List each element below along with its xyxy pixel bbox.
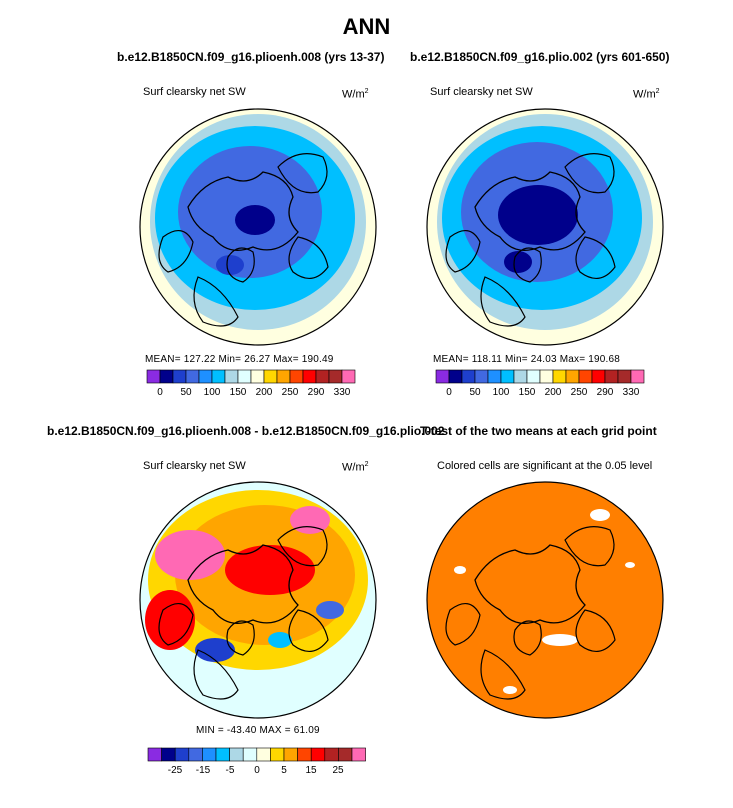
colorbar-cell (448, 369, 463, 384)
colorbar-cell (539, 369, 554, 384)
colorbar-tick: 5 (281, 765, 287, 776)
colorbar-tick: 290 (596, 387, 614, 398)
colorbar-tick: -5 (225, 765, 235, 776)
colorbar-cell (487, 369, 502, 384)
colorbar-tick: 0 (254, 765, 260, 776)
colorbar-cell (565, 369, 580, 384)
colorbar-tick: -15 (195, 765, 211, 776)
colorbar-cell (435, 369, 450, 384)
colorbar-tick: 250 (281, 387, 299, 398)
colorbar-cell (161, 747, 176, 762)
panel1-units: W/m2 (342, 88, 369, 101)
colorbar-tick: 50 (180, 387, 192, 398)
page-title: ANN (342, 14, 391, 39)
panel2-title: b.e12.B1850CN.f09_g16.plio.002 (yrs 601-… (410, 50, 670, 64)
colorbar-cell (283, 747, 298, 762)
colorbar-cell (513, 369, 528, 384)
colorbar-cell (289, 369, 304, 384)
colorbar-cell (591, 369, 606, 384)
colorbar-cell (250, 369, 265, 384)
colorbar-tick: 330 (622, 387, 640, 398)
colorbar-tick: 0 (446, 387, 452, 398)
colorbar-tick: -25 (167, 765, 183, 776)
panel3-stats: MIN = -43.40 MAX = 61.09 (196, 725, 320, 736)
colorbar-cell (324, 747, 339, 762)
panel3-map-boundary (139, 481, 377, 719)
colorbar-tick: 50 (469, 387, 481, 398)
colorbar-cell (229, 747, 244, 762)
colorbar-cell (276, 369, 291, 384)
colorbar-cell (174, 747, 190, 762)
colorbar-cell (338, 747, 353, 762)
panel4-subtitle: Colored cells are significant at the 0.0… (437, 460, 653, 472)
panel2-colorbar (435, 369, 645, 384)
colorbar-cell (188, 747, 203, 762)
colorbar-tick: 15 (305, 765, 317, 776)
panel2-stats: MEAN= 118.11 Min= 24.03 Max= 190.68 (433, 354, 621, 365)
panel2-map (427, 109, 663, 345)
colorbar-tick: 100 (203, 387, 221, 398)
colorbar-tick: 200 (544, 387, 562, 398)
colorbar-cell (315, 369, 330, 384)
colorbar-cell (328, 369, 343, 384)
colorbar-cell (211, 369, 226, 384)
panel1-map (140, 109, 376, 345)
panel1-map-boundary (139, 108, 377, 346)
panel2-units: W/m2 (633, 88, 660, 101)
panel4-title: T-test of the two means at each grid poi… (420, 424, 657, 438)
colorbar-cell (552, 369, 567, 384)
colorbar-tick: 200 (255, 387, 273, 398)
colorbar-cell (302, 369, 317, 384)
colorbar-cell (270, 747, 285, 762)
colorbar-cell (617, 369, 632, 384)
panel4-map-boundary (426, 481, 664, 719)
colorbar-cell (159, 369, 174, 384)
panel1-colorbar (146, 369, 356, 384)
panel3-colorbar (147, 747, 366, 762)
colorbar-cell (185, 369, 200, 384)
colorbar-cell (474, 369, 489, 384)
colorbar-cell (604, 369, 619, 384)
colorbar-tick: 100 (492, 387, 510, 398)
panel1-variable-label: Surf clearsky net SW (143, 86, 246, 98)
colorbar-cell (310, 747, 326, 762)
colorbar-tick: 330 (333, 387, 351, 398)
colorbar-cell (224, 369, 239, 384)
colorbar-cell (500, 369, 515, 384)
colorbar-cell (147, 747, 162, 762)
colorbar-cell (202, 747, 217, 762)
colorbar-cell (215, 747, 230, 762)
colorbar-cell (351, 747, 366, 762)
panel3-map (140, 482, 376, 718)
colorbar-cell (461, 369, 476, 384)
panel3-variable-label: Surf clearsky net SW (143, 460, 246, 472)
colorbar-cell (146, 369, 161, 384)
panel4-map (427, 482, 663, 718)
panel1-stats: MEAN= 127.22 Min= 26.27 Max= 190.49 (145, 354, 334, 365)
colorbar-cell (263, 369, 278, 384)
colorbar-tick: 150 (229, 387, 247, 398)
panel1-title: b.e12.B1850CN.f09_g16.plioenh.008 (yrs 1… (117, 50, 385, 64)
colorbar-tick: 250 (570, 387, 588, 398)
panel2-variable-label: Surf clearsky net SW (430, 86, 533, 98)
panel3-title: b.e12.B1850CN.f09_g16.plioenh.008 - b.e1… (47, 424, 445, 438)
colorbar-cell (578, 369, 593, 384)
colorbar-cell (526, 369, 541, 384)
colorbar-cell (630, 369, 645, 384)
colorbar-cell (297, 747, 312, 762)
panel3-units: W/m2 (342, 461, 369, 474)
panel2-map-boundary (426, 108, 664, 346)
colorbar-tick: 25 (332, 765, 344, 776)
colorbar-cell (256, 747, 271, 762)
colorbar-tick: 150 (518, 387, 536, 398)
colorbar-cell (242, 747, 258, 762)
colorbar-tick: 290 (307, 387, 325, 398)
colorbar-cell (198, 369, 213, 384)
colorbar-cell (172, 369, 187, 384)
colorbar-cell (237, 369, 252, 384)
colorbar-tick: 0 (157, 387, 163, 398)
colorbar-cell (341, 369, 356, 384)
